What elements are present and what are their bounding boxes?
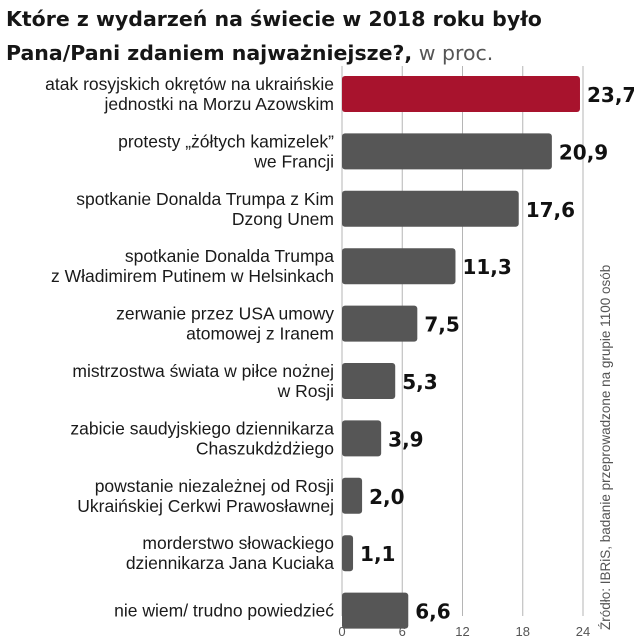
category-label: zabicie saudyjskiego dziennikarza	[70, 418, 334, 438]
category-label: Dzong Unem	[232, 209, 334, 229]
value-label: 2,0	[369, 485, 404, 509]
x-tick-label: 24	[576, 624, 590, 639]
bar	[342, 592, 409, 629]
category-label: protesty „żółtych kamizelek”	[118, 131, 334, 151]
bar	[342, 248, 456, 285]
bar	[342, 420, 382, 457]
value-label: 20,9	[559, 140, 608, 164]
category-label: spotkanie Donalda Trumpa	[125, 246, 334, 266]
category-label: Ukraińskiej Cerkwi Prawosławnej	[77, 496, 334, 516]
category-label: morderstwo słowackiego	[142, 533, 334, 553]
category-label: z Władimirem Putinem w Helsinkach	[51, 266, 334, 286]
value-label: 6,6	[415, 600, 450, 624]
category-label: w Rosji	[277, 381, 334, 401]
chart-title: Które z wydarzeń na świecie w 2018 roku …	[6, 2, 606, 70]
bar	[342, 477, 363, 514]
bar	[342, 76, 580, 112]
bar	[342, 363, 396, 399]
value-label: 3,9	[388, 427, 423, 451]
bar	[342, 133, 552, 170]
bar	[342, 305, 418, 342]
category-label: nie wiem/ trudno powiedzieć	[114, 601, 334, 621]
category-label: jednostki na Morzu Azowskim	[103, 94, 334, 114]
value-label: 7,5	[424, 313, 459, 337]
category-label: powstanie niezależnej od Rosji	[95, 476, 334, 496]
chart-title-unit: w proc.	[412, 41, 494, 65]
category-label: zerwanie przez USA umowy	[116, 304, 334, 324]
category-label: dziennikarza Jana Kuciaka	[126, 553, 334, 573]
x-tick-label: 18	[516, 624, 530, 639]
category-label: we Francji	[253, 151, 334, 171]
bar	[342, 190, 519, 227]
value-label: 23,7	[587, 83, 634, 107]
chart-title-main: Które z wydarzeń na świecie w 2018 roku …	[6, 7, 542, 65]
value-label: 1,1	[360, 542, 395, 566]
x-tick-label: 12	[455, 624, 469, 639]
category-label: mistrzostwa świata w piłce nożnej	[72, 361, 334, 381]
bar	[342, 535, 354, 572]
value-label: 5,3	[402, 370, 437, 394]
x-tick-label: 6	[399, 624, 406, 639]
source-note: Źródło: IBRiS, badanie przeprowadzone na…	[598, 264, 613, 630]
category-label: spotkanie Donalda Trumpa z Kim	[76, 189, 334, 209]
value-label: 17,6	[526, 198, 575, 222]
value-label: 11,3	[462, 255, 511, 279]
category-label: atomowej z Iranem	[186, 324, 334, 344]
x-tick-label: 0	[338, 624, 345, 639]
category-label: Chaszukdżdżiego	[196, 438, 334, 458]
category-label: atak rosyjskich okrętów na ukraińskie	[45, 74, 334, 94]
